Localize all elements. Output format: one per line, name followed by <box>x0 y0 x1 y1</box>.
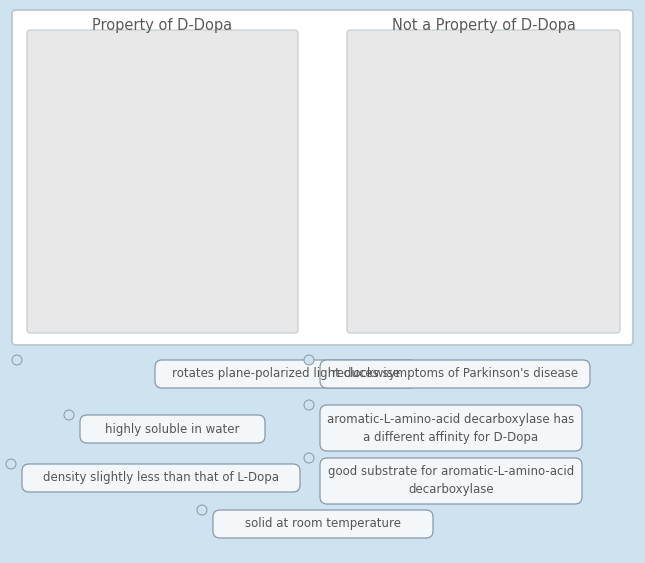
Circle shape <box>64 410 74 420</box>
Text: Property of D-Dopa: Property of D-Dopa <box>92 18 232 33</box>
Text: rotates plane-polarized light clockwise: rotates plane-polarized light clockwise <box>172 368 400 381</box>
Text: highly soluble in water: highly soluble in water <box>105 422 240 436</box>
Circle shape <box>304 355 314 365</box>
Circle shape <box>6 459 16 469</box>
FancyBboxPatch shape <box>320 405 582 451</box>
FancyBboxPatch shape <box>347 30 620 333</box>
FancyBboxPatch shape <box>213 510 433 538</box>
Circle shape <box>304 400 314 410</box>
Text: good substrate for aromatic-L-amino-acid
decarboxylase: good substrate for aromatic-L-amino-acid… <box>328 466 574 497</box>
Text: solid at room temperature: solid at room temperature <box>245 517 401 530</box>
Text: Not a Property of D-Dopa: Not a Property of D-Dopa <box>392 18 576 33</box>
FancyBboxPatch shape <box>320 360 590 388</box>
Circle shape <box>197 505 207 515</box>
FancyBboxPatch shape <box>80 415 265 443</box>
Text: aromatic-L-amino-acid decarboxylase has
a different affinity for D-Dopa: aromatic-L-amino-acid decarboxylase has … <box>328 413 575 444</box>
FancyBboxPatch shape <box>155 360 417 388</box>
Circle shape <box>304 453 314 463</box>
Circle shape <box>12 355 22 365</box>
Text: density slightly less than that of L-Dopa: density slightly less than that of L-Dop… <box>43 471 279 485</box>
FancyBboxPatch shape <box>27 30 298 333</box>
FancyBboxPatch shape <box>12 10 633 345</box>
FancyBboxPatch shape <box>320 458 582 504</box>
Text: reduces symptoms of Parkinson's disease: reduces symptoms of Parkinson's disease <box>332 368 578 381</box>
FancyBboxPatch shape <box>22 464 300 492</box>
